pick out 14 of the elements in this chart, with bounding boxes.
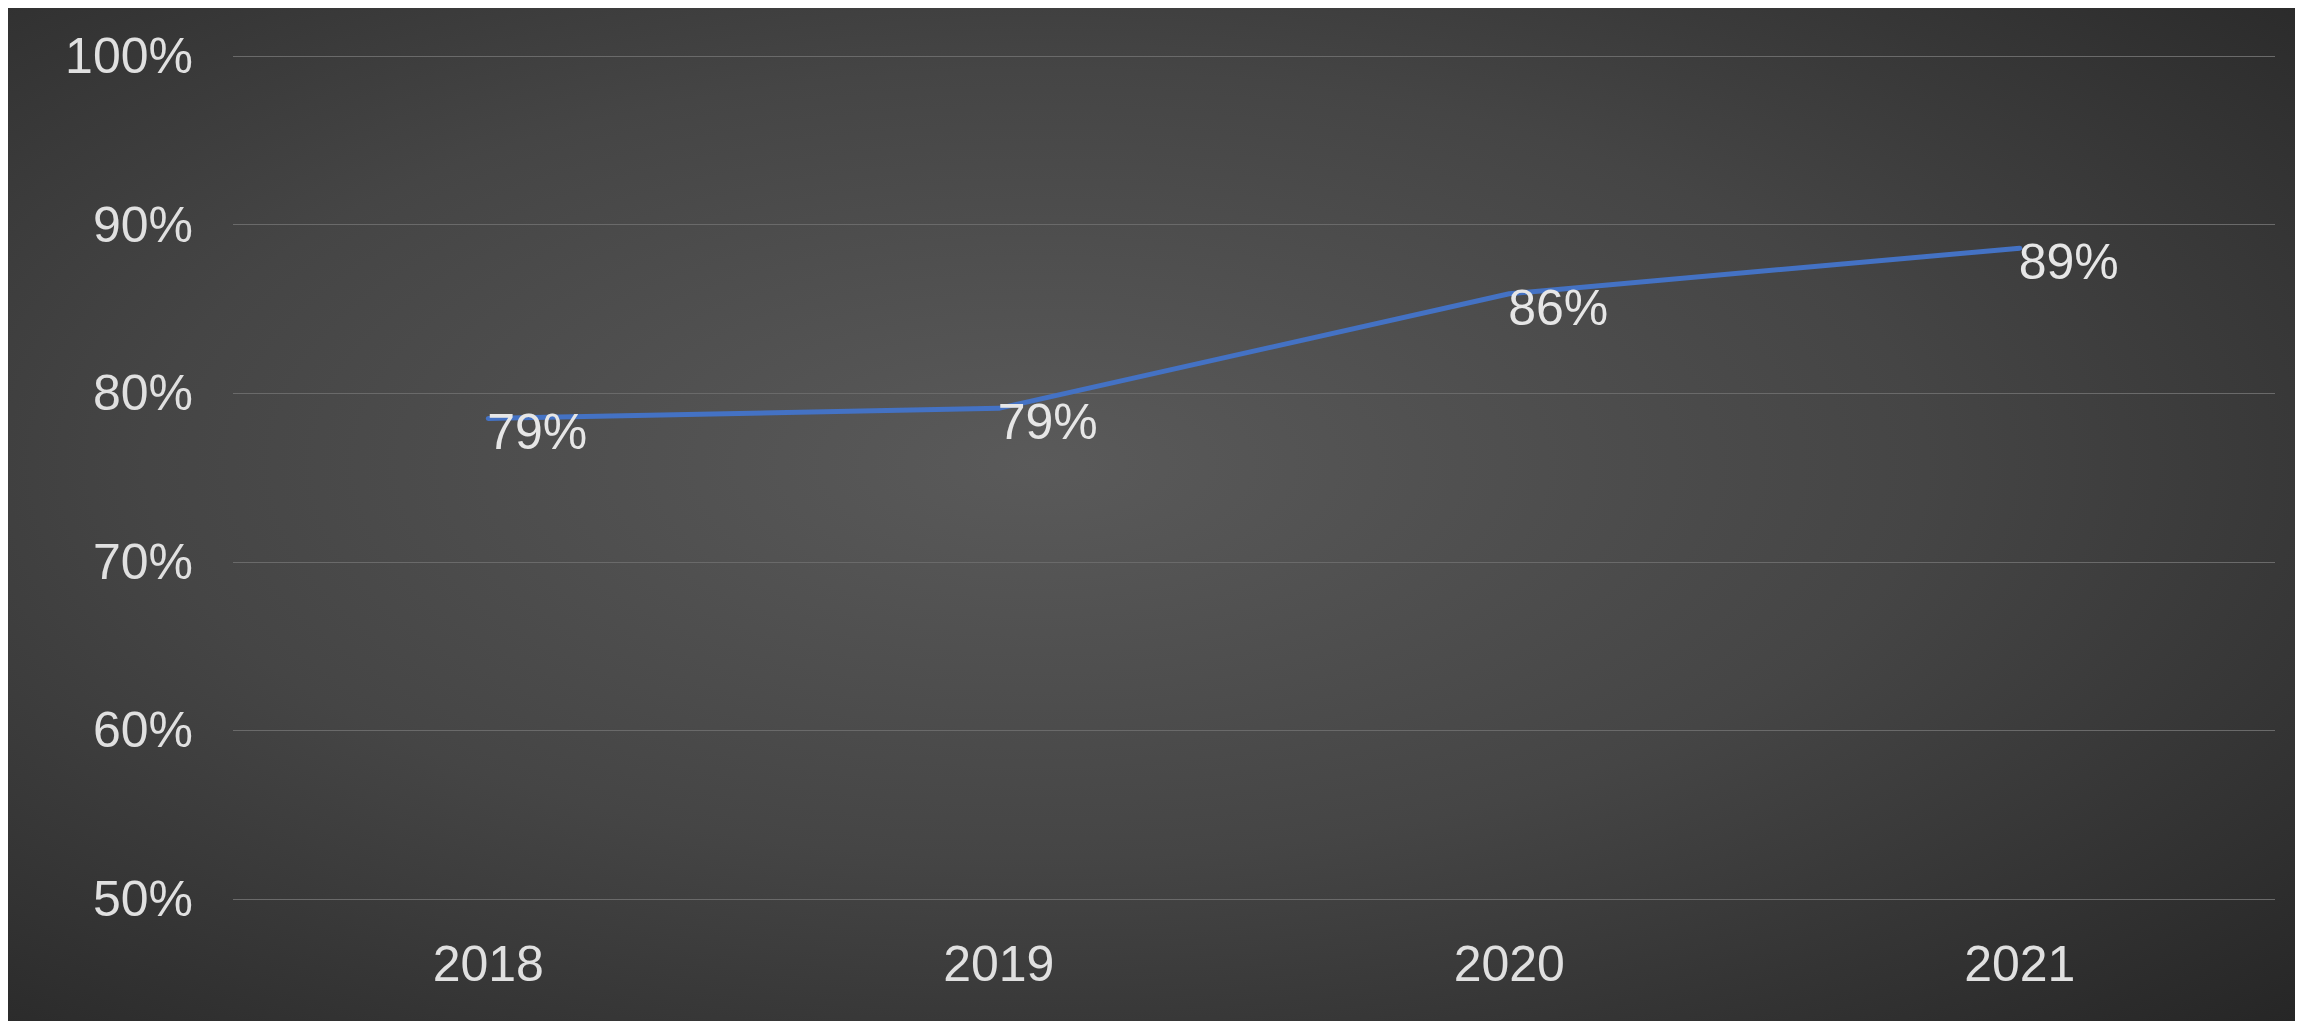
x-tick-label: 2021 [1964,936,2076,992]
y-tick-label: 80% [92,365,193,422]
x-tick-label: 2020 [1453,936,1565,992]
data-label: 86% [1508,279,1609,336]
y-tick-label: 90% [92,196,193,253]
y-tick-label: 50% [92,871,193,927]
data-label: 79% [997,394,1098,451]
x-tick-label: 2019 [943,936,1055,992]
y-tick-label: 100% [65,28,193,84]
x-tick-label: 2018 [432,936,544,992]
y-tick-label: 60% [92,702,193,759]
data-label: 79% [487,404,588,461]
y-tick-label: 70% [92,533,193,590]
data-label: 89% [2018,234,2119,291]
